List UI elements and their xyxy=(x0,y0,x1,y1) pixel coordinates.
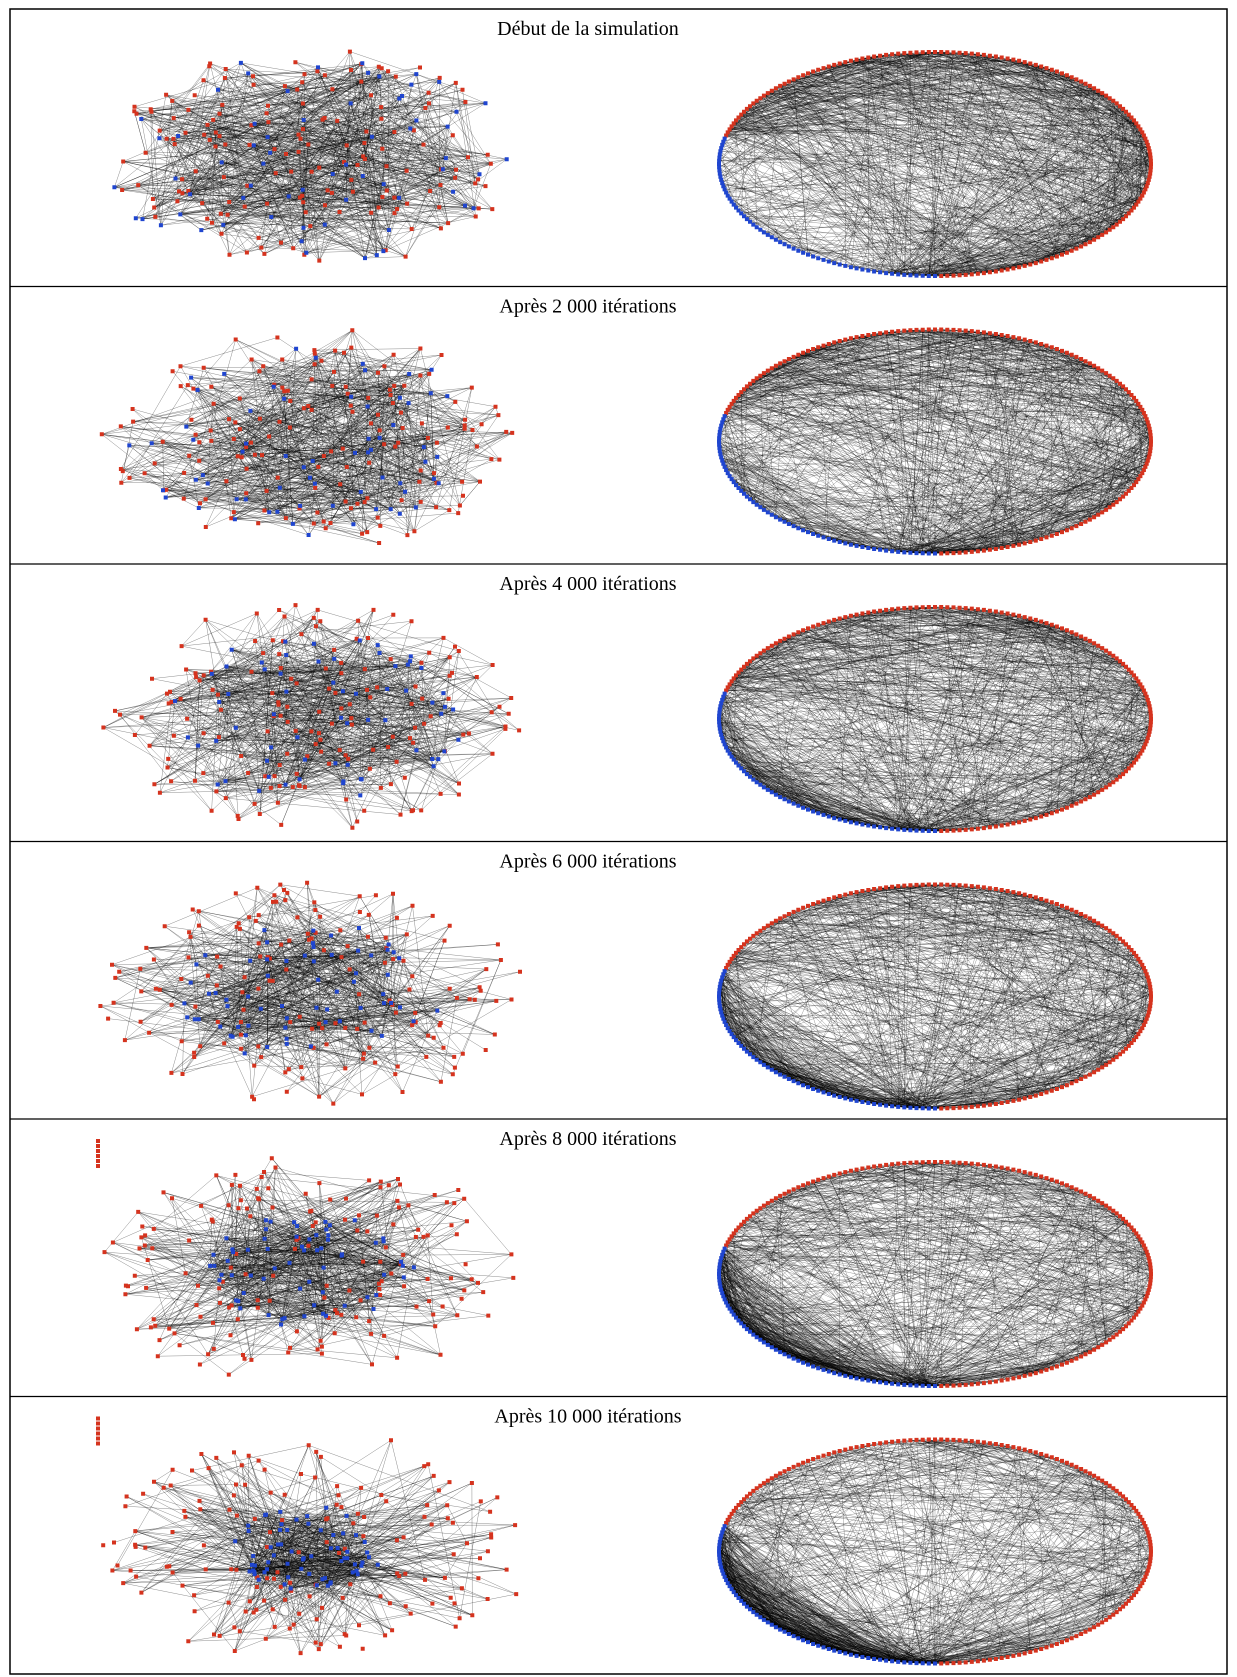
network-edges xyxy=(103,605,519,828)
network-edges xyxy=(105,1158,514,1374)
row-title: Après 6 000 itérations xyxy=(499,851,676,873)
row: Après 8 000 itérations xyxy=(10,1119,1227,1388)
body: Début de la simulation Après 2 000 itérat… xyxy=(0,0,1237,1677)
row: Début de la simulation xyxy=(112,18,1153,278)
row: Après 2 000 itérations xyxy=(10,287,1227,556)
row: Après 10 000 itérations xyxy=(10,1397,1227,1666)
row: Après 4 000 itérations xyxy=(10,564,1227,833)
page: Simulation {"rows": [ {"title": "Début d… xyxy=(0,0,1237,1677)
network-edges xyxy=(112,1440,516,1653)
figure: Début de la simulation Après 2 000 itérat… xyxy=(0,0,1237,1677)
row-title: Début de la simulation xyxy=(497,18,679,40)
isolated-nodes xyxy=(96,1139,100,1168)
row-title: Après 8 000 itérations xyxy=(499,1128,676,1150)
network-edges xyxy=(100,883,520,1104)
row: Après 6 000 itérations xyxy=(10,842,1227,1111)
row-title: Après 10 000 itérations xyxy=(494,1406,681,1428)
network-edges xyxy=(114,52,506,261)
row-title: Après 4 000 itérations xyxy=(499,573,676,595)
row-title: Après 2 000 itérations xyxy=(499,296,676,318)
isolated-nodes xyxy=(96,1417,100,1446)
